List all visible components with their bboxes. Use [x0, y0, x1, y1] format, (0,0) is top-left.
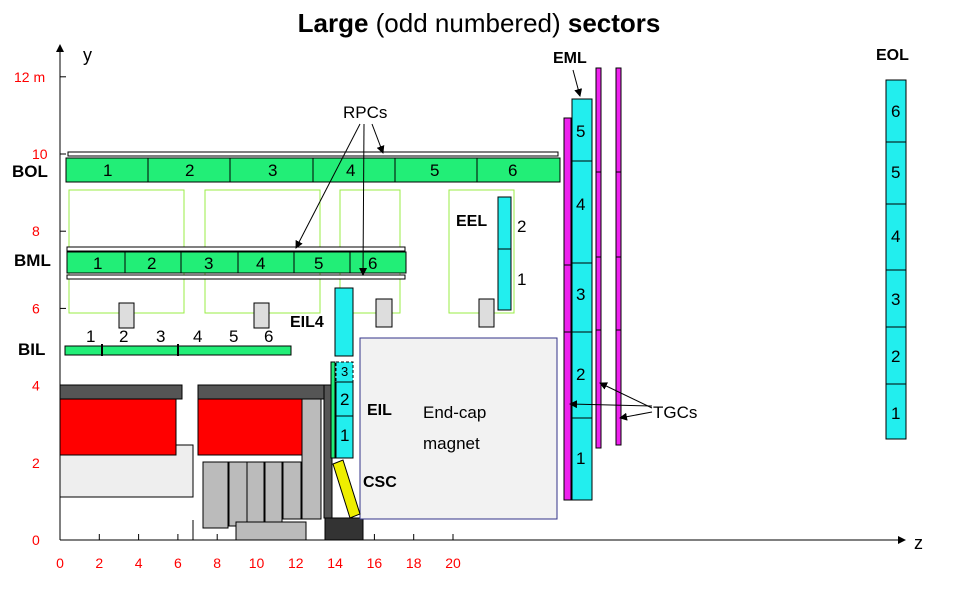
bol-cell-6: 6 — [508, 161, 517, 180]
bil-cell-1: 1 — [86, 327, 95, 346]
eil-chamber-1 — [335, 415, 354, 459]
magnet-label-line1: End-cap — [423, 403, 486, 422]
bml-cell-6: 6 — [368, 254, 377, 273]
y-axis-label: y — [83, 45, 92, 65]
endcap-calorimeter — [202, 398, 322, 541]
magnet-label-line2: magnet — [423, 434, 480, 453]
bml-cell-3: 3 — [204, 254, 213, 273]
x-tick-label: 8 — [213, 555, 221, 571]
x-axis-label: z — [914, 533, 923, 553]
bol-rpc-strip — [67, 151, 559, 157]
bml-cell-2: 2 — [147, 254, 156, 273]
eel-label: EEL — [456, 213, 487, 230]
eil-label: EIL — [367, 402, 392, 419]
title-middle: (odd numbered) — [368, 8, 568, 38]
bol-cell-2: 2 — [185, 161, 194, 180]
eml-cell-1: 1 — [576, 449, 585, 468]
eml-cell-4: 4 — [576, 195, 585, 214]
eel-cell-2: 2 — [517, 217, 526, 236]
x-tick-label: 14 — [327, 555, 343, 571]
eol-cell-4: 4 — [891, 227, 900, 246]
cryostat-right-top — [197, 384, 329, 400]
forward-shield — [324, 517, 364, 541]
bil-cell-5: 5 — [229, 327, 238, 346]
bml-label: BML — [14, 251, 51, 270]
bol-label: BOL — [12, 162, 48, 181]
endcap-magnet — [359, 337, 558, 520]
y-tick-label: 8 — [32, 223, 40, 239]
y-tick-label: 6 — [32, 300, 40, 316]
eml-tgc-strip — [563, 117, 572, 501]
y-tick-label: 10 — [32, 146, 48, 162]
magnet-coil-right — [197, 398, 303, 456]
eol-chamber-1 — [885, 383, 907, 440]
x-tick-label: 12 — [288, 555, 304, 571]
bil-cell-3: 3 — [156, 327, 165, 346]
eel-chamber-1 — [497, 248, 512, 311]
rpcs-label: RPCs — [343, 103, 387, 122]
x-tick-label: 18 — [406, 555, 422, 571]
eil-cell-3: 3 — [341, 364, 348, 379]
eil-cell-1: 1 — [340, 426, 349, 445]
x-tick-label: 0 — [56, 555, 64, 571]
eol-label: EOL — [876, 47, 909, 64]
title-bold-end: sectors — [567, 8, 661, 38]
x-tick-label: 2 — [95, 555, 103, 571]
csc-chamber — [332, 459, 361, 519]
eil4-chamber — [334, 287, 354, 357]
x-tick-label: 10 — [249, 555, 265, 571]
x-tick-label: 16 — [367, 555, 383, 571]
eol-cell-2: 2 — [891, 347, 900, 366]
eol-cell-5: 5 — [891, 163, 900, 182]
x-tick-label: 6 — [174, 555, 182, 571]
eil-green-strip — [330, 361, 336, 459]
eml-label-arrow — [572, 69, 583, 97]
eml-cell-5: 5 — [576, 122, 585, 141]
bml-rpc-strip-top — [66, 246, 406, 252]
bol-cell-1: 1 — [103, 161, 112, 180]
bml-chamber — [66, 251, 407, 274]
bml-rpc-strip-bottom — [66, 274, 406, 280]
bil-label: BIL — [18, 340, 45, 359]
cryostat-left-top — [59, 384, 183, 400]
x-tick-label: 4 — [135, 555, 143, 571]
x-tick-label: 20 — [445, 555, 461, 571]
tgcs-label: TGCs — [653, 403, 697, 422]
eml-chamber-1 — [571, 417, 593, 501]
eml-cell-3: 3 — [576, 285, 585, 304]
eil4-label: EIL4 — [290, 314, 324, 331]
eol-cell-1: 1 — [891, 404, 900, 423]
y-tick-label: 2 — [32, 455, 40, 471]
title-bold-start: Large — [297, 8, 369, 38]
eml-label: EML — [553, 50, 587, 67]
magnet-coil-left-redraw — [59, 398, 177, 456]
eml-cell-2: 2 — [576, 365, 585, 384]
y-tick-label: 12 m — [14, 69, 45, 85]
y-ticks: 0 2 4 6 8 10 12 m — [14, 69, 66, 548]
bml-cell-4: 4 — [256, 254, 265, 273]
bil-cell-6: 6 — [264, 327, 273, 346]
eel-chamber-2 — [497, 196, 512, 250]
bol-cell-4: 4 — [346, 161, 355, 180]
bol-cell-5: 5 — [430, 161, 439, 180]
x-ticks: 0 2 4 6 8 10 12 14 16 18 20 — [56, 534, 461, 571]
eol-cell-3: 3 — [891, 290, 900, 309]
bml-cell-1: 1 — [93, 254, 102, 273]
bil-cell-2: 2 — [119, 327, 128, 346]
eil-cell-2: 2 — [340, 390, 349, 409]
diagram-title: Large (odd numbered) sectors — [0, 8, 958, 39]
tgc-strip-1 — [595, 67, 602, 449]
bml-cell-5: 5 — [314, 254, 323, 273]
csc-label: CSC — [363, 474, 397, 491]
y-tick-label: 4 — [32, 378, 40, 394]
support-blocks — [118, 298, 495, 329]
eol-cell-6: 6 — [891, 102, 900, 121]
bil-cell-4: 4 — [193, 327, 202, 346]
bol-cell-3: 3 — [268, 161, 277, 180]
eel-cell-1: 1 — [517, 270, 526, 289]
y-tick-label: 0 — [32, 532, 40, 548]
